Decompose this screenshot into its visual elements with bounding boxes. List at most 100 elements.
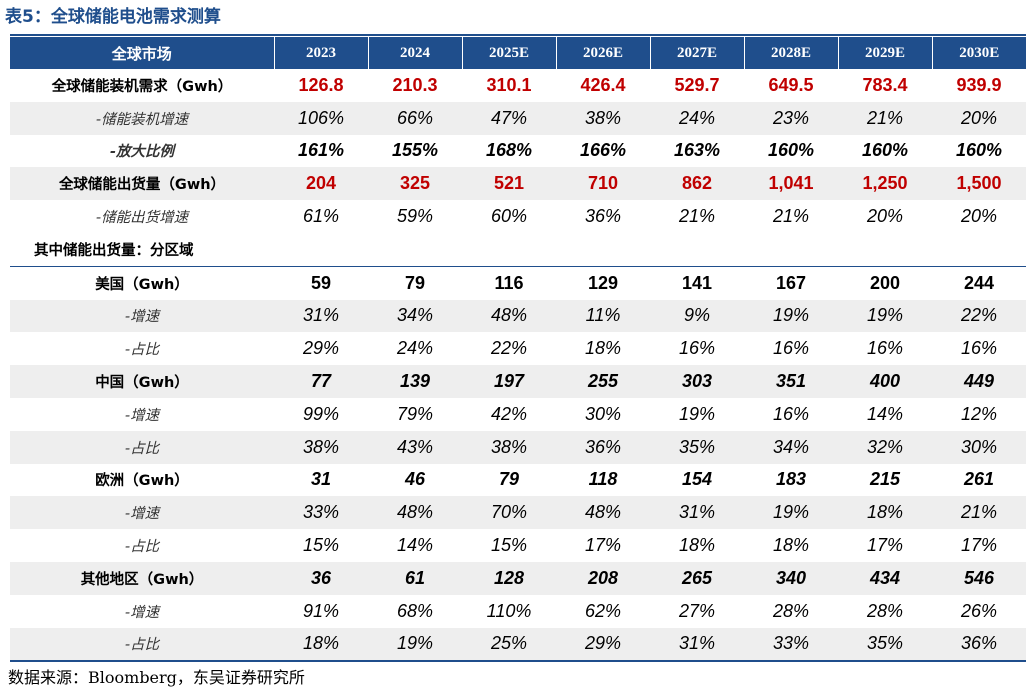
cell-value: 38% — [274, 430, 368, 464]
table-row: -占比 29% 24% 22% 18% 16% 16% 16% 16% — [10, 332, 1026, 365]
header-label: 全球市场 — [10, 37, 274, 69]
cell-value: 17% — [584, 535, 622, 556]
cell-value: 546 — [932, 561, 1026, 595]
cell-value: 19% — [678, 403, 716, 424]
row-label: 美国（Gwh） — [10, 265, 274, 300]
cell-value: 38% — [556, 101, 650, 135]
cell-value: 168% — [485, 140, 533, 161]
cell-value: 79% — [396, 403, 434, 424]
cell-value: 19% — [744, 496, 838, 530]
row-label: -占比 — [10, 627, 274, 661]
row-label: 欧洲（Gwh） — [95, 473, 189, 490]
cell-value: 48% — [368, 496, 462, 530]
cell-value: 160% — [861, 140, 909, 161]
row-label: 中国（Gwh） — [10, 365, 274, 398]
cell-value: 255 — [556, 365, 650, 398]
cell-value: 862 — [650, 167, 744, 201]
table-row: 其他地区（Gwh） 36 61 128 208 265 340 434 546 — [10, 561, 1026, 595]
cell-value: 34% — [368, 299, 462, 333]
cell-value: 244 — [932, 265, 1026, 300]
cell-value — [274, 233, 368, 266]
cell-value: 116 — [462, 265, 556, 300]
cell-value: 59% — [396, 206, 434, 227]
table-row: 中国（Gwh） 77 139 197 255 303 351 400 449 — [10, 365, 1026, 398]
title-rule — [10, 34, 1026, 36]
header-row: 全球市场 2023 2024 2025E 2026E 2027E 2028E 2… — [10, 37, 1026, 69]
cell-value: 16% — [960, 338, 998, 359]
cell-value: 118 — [588, 469, 618, 490]
cell-value: 197 — [462, 365, 556, 398]
header-year: 2024 — [367, 37, 462, 69]
cell-value: 26% — [960, 600, 998, 621]
row-label: 全球储能出货量（Gwh） — [10, 167, 274, 201]
cell-value — [368, 233, 462, 266]
cell-value: 351 — [744, 365, 838, 398]
table-row: -增速 33% 48% 70% 48% 31% 19% 18% 21% — [10, 496, 1026, 530]
cell-value: 160% — [767, 140, 815, 161]
cell-value: 183 — [775, 469, 807, 490]
cell-value: 18% — [678, 535, 716, 556]
cell-value: 14% — [866, 403, 904, 424]
cell-value: 17% — [866, 535, 904, 556]
cell-value: 29% — [302, 338, 340, 359]
cell-value — [556, 233, 650, 266]
cell-value: 649.5 — [768, 74, 814, 95]
cell-value: 22% — [490, 338, 528, 359]
cell-value: 28% — [866, 600, 904, 621]
row-label: 全球储能装机需求（Gwh） — [51, 78, 233, 95]
cell-value: 36% — [584, 206, 622, 227]
cell-value: 22% — [932, 299, 1026, 333]
cell-value: 16% — [678, 338, 716, 359]
row-label: -占比 — [124, 539, 160, 556]
cell-value: 31 — [310, 469, 332, 490]
cell-value: 154 — [681, 469, 713, 490]
cell-value: 29% — [556, 627, 650, 661]
bottom-rule — [10, 660, 1026, 662]
cell-value: 163% — [673, 140, 721, 161]
cell-value: 35% — [650, 430, 744, 464]
cell-value: 18% — [274, 627, 368, 661]
cell-value: 59 — [274, 265, 368, 300]
header-year: 2028E — [743, 37, 838, 69]
section-header-row: 其中储能出货量：分区域 — [10, 233, 1026, 266]
cell-value: 710 — [556, 167, 650, 201]
cell-value: 210.3 — [392, 74, 438, 95]
row-label: -储能出货增速 — [95, 210, 189, 227]
cell-value: 303 — [650, 365, 744, 398]
cell-value — [744, 233, 838, 266]
row-label: -放大比例 — [109, 144, 175, 161]
cell-value: 24% — [396, 338, 434, 359]
cell-value: 139 — [368, 365, 462, 398]
cell-value: 18% — [584, 338, 622, 359]
cell-value: 46 — [404, 469, 426, 490]
cell-value: 25% — [462, 627, 556, 661]
cell-value: 1,500 — [932, 167, 1026, 201]
row-label: -增速 — [10, 299, 274, 333]
cell-value: 265 — [650, 561, 744, 595]
row-label: -增速 — [10, 496, 274, 530]
cell-value: 1,041 — [744, 167, 838, 201]
cell-value: 325 — [368, 167, 462, 201]
cell-value: 129 — [556, 265, 650, 300]
cell-value: 21% — [932, 496, 1026, 530]
cell-value: 155% — [391, 140, 439, 161]
cell-value: 17% — [960, 535, 998, 556]
cell-value: 38% — [462, 430, 556, 464]
table-row: -储能装机增速 106% 66% 47% 38% 24% 23% 21% 20% — [10, 101, 1026, 135]
row-label: -增速 — [124, 407, 160, 424]
cell-value: 200 — [838, 265, 932, 300]
cell-value: 215 — [869, 469, 901, 490]
cell-value: 16% — [866, 338, 904, 359]
cell-value: 66% — [368, 101, 462, 135]
cell-value: 20% — [866, 206, 904, 227]
cell-value: 21% — [838, 101, 932, 135]
cell-value: 47% — [462, 101, 556, 135]
table-row: -增速 31% 34% 48% 11% 9% 19% 19% 22% — [10, 299, 1026, 333]
cell-value: 91% — [302, 600, 340, 621]
cell-value: 16% — [772, 403, 810, 424]
cell-value: 42% — [490, 403, 528, 424]
cell-value: 20% — [960, 206, 998, 227]
cell-value: 783.4 — [862, 74, 908, 95]
cell-value: 141 — [650, 265, 744, 300]
cell-value: 261 — [963, 469, 995, 490]
